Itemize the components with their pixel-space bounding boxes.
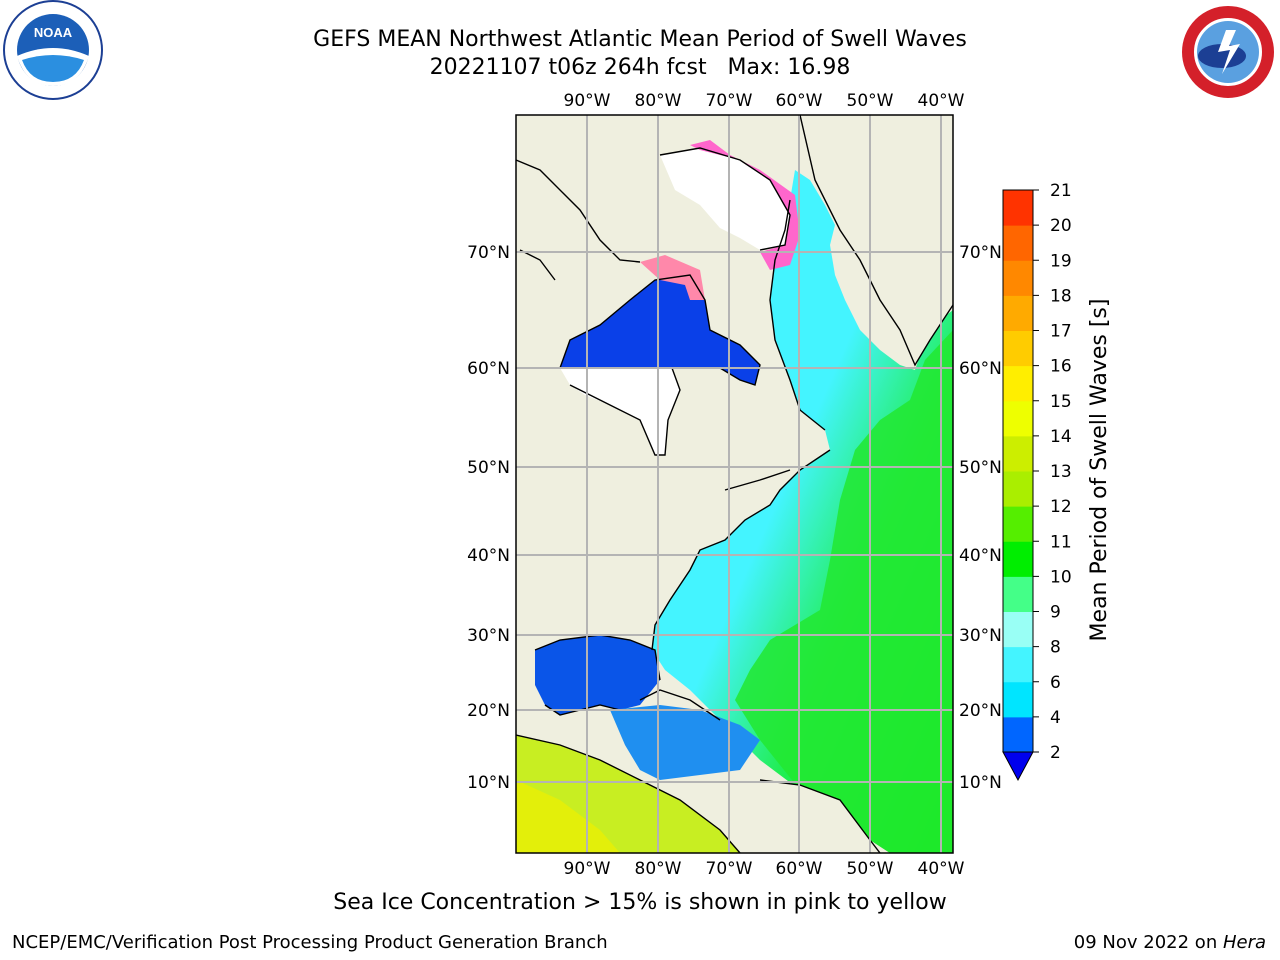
colorbar-segment: [1003, 716, 1033, 753]
lat-label: 60°N: [467, 359, 510, 379]
noaa-logo-text: NOAA: [34, 25, 73, 40]
sea-ice-note: Sea Ice Concentration > 15% is shown in …: [333, 890, 947, 915]
colorbar-tick-label: 2: [1050, 743, 1061, 763]
colorbar-tick-label: 6: [1050, 673, 1061, 693]
lat-label: 30°N: [959, 626, 1002, 646]
lat-label: 60°N: [959, 359, 1002, 379]
lat-label: 10°N: [467, 773, 510, 793]
title-line-1: GEFS MEAN Northwest Atlantic Mean Period…: [313, 27, 967, 52]
arctic-white: [660, 148, 790, 250]
greenland-land: [800, 115, 953, 365]
colorbar-tick-label: 8: [1050, 638, 1061, 658]
sea-ice-fringe: [690, 140, 800, 270]
graticule: [516, 115, 953, 853]
chart-title: GEFS MEAN Northwest Atlantic Mean Period…: [0, 26, 1280, 82]
colorbar-under-arrow: [1002, 751, 1034, 782]
colorbar-segment: [1003, 260, 1033, 296]
colorbar-segment: [1003, 295, 1033, 331]
gulf-of-mexico: [535, 635, 660, 715]
lat-label: 50°N: [959, 458, 1002, 478]
south-america-swell-2: [516, 780, 620, 853]
lat-label: 30°N: [467, 626, 510, 646]
colorbar-segment: [1003, 681, 1033, 718]
nws-logo: [1178, 2, 1278, 102]
colorbar-tick-label: 14: [1050, 427, 1072, 447]
colorbar-tick-label: 10: [1050, 567, 1072, 587]
colorbar-segment: [1003, 190, 1033, 226]
lat-label: 70°N: [959, 243, 1002, 263]
james-bay-white: [560, 368, 680, 455]
lon-label: 90°W: [564, 91, 611, 111]
colorbar-tick-label: 11: [1050, 532, 1072, 552]
colorbar-segment: [1003, 576, 1033, 612]
lon-labels-bottom: 90°W 80°W 70°W 60°W 50°W 40°W: [564, 859, 965, 879]
colorbar-tick-label: 21: [1050, 181, 1072, 201]
lon-label: 50°W: [847, 859, 894, 879]
colorbar: 2 4 6 8 9 10 11 12 13 14 15 16 17 18 19 20 21: [1002, 181, 1072, 782]
colorbar-segment: [1003, 435, 1033, 472]
colorbar-tick-label: 12: [1050, 497, 1072, 517]
caribbean-sea: [610, 705, 760, 780]
land-lower-right: [760, 780, 880, 853]
lon-label: 70°W: [706, 91, 753, 111]
footer-credit: NCEP/EMC/Verification Post Processing Pr…: [12, 932, 608, 953]
lat-label: 20°N: [959, 701, 1002, 721]
lon-label: 60°W: [776, 91, 823, 111]
colorbar-segment: [1003, 506, 1033, 542]
colorbar-tick-label: 15: [1050, 392, 1072, 412]
lat-label: 10°N: [959, 773, 1002, 793]
lon-labels-top: 90°W 80°W 70°W 60°W 50°W 40°W: [564, 91, 965, 111]
lat-label: 50°N: [467, 458, 510, 478]
colorbar-segment: [1003, 471, 1033, 507]
lon-label: 50°W: [847, 91, 894, 111]
title-line-2: 20221107 t06z 264h fcst Max: 16.98: [429, 55, 851, 80]
colorbar-segment: [1003, 225, 1033, 261]
colorbar-segment: [1003, 330, 1033, 367]
colorbar-segment: [1003, 541, 1033, 577]
colorbar-tick-label: 17: [1050, 322, 1072, 342]
colorbar-tick-label: 4: [1050, 708, 1061, 728]
lat-labels-right: 70°N 60°N 50°N 40°N 30°N 20°N 10°N: [959, 243, 1002, 793]
lon-label: 60°W: [776, 859, 823, 879]
lon-label: 70°W: [706, 859, 753, 879]
swell-band-east: [735, 330, 953, 853]
colorbar-segment: [1003, 400, 1033, 437]
footer-date-text: 09 Nov 2022 on: [1073, 932, 1223, 953]
hudson-bay: [560, 275, 760, 385]
lon-label: 80°W: [635, 91, 682, 111]
lat-label: 40°N: [467, 546, 510, 566]
colorbar-segment: [1003, 646, 1033, 683]
colorbar-tick-label: 9: [1050, 603, 1061, 623]
colorbar-tick-label: 19: [1050, 251, 1072, 271]
coastlines: [516, 115, 953, 853]
lat-labels-left: 70°N 60°N 50°N 40°N 30°N 20°N 10°N: [467, 243, 510, 793]
lat-label: 70°N: [467, 243, 510, 263]
colorbar-segment: [1003, 611, 1033, 648]
footer-host: Hera: [1222, 932, 1266, 953]
colorbar-label: Mean Period of Swell Waves [s]: [1087, 299, 1112, 642]
map-frame: [515, 114, 954, 854]
lon-label: 40°W: [918, 859, 965, 879]
lat-label: 40°N: [959, 546, 1002, 566]
colorbar-tick-label: 16: [1050, 357, 1072, 377]
map-area: [516, 115, 953, 853]
lon-label: 40°W: [918, 91, 965, 111]
lat-label: 20°N: [467, 701, 510, 721]
footer-date: 09 Nov 2022 on Hera: [1074, 932, 1266, 953]
colorbar-tick-label: 13: [1050, 462, 1072, 482]
colorbar-tick-label: 18: [1050, 286, 1072, 306]
lon-label: 90°W: [564, 859, 611, 879]
colorbar-tick-label: 20: [1050, 216, 1072, 236]
noaa-logo: NOAA: [3, 0, 103, 100]
colorbar-segment: [1003, 365, 1033, 402]
lon-label: 80°W: [635, 859, 682, 879]
